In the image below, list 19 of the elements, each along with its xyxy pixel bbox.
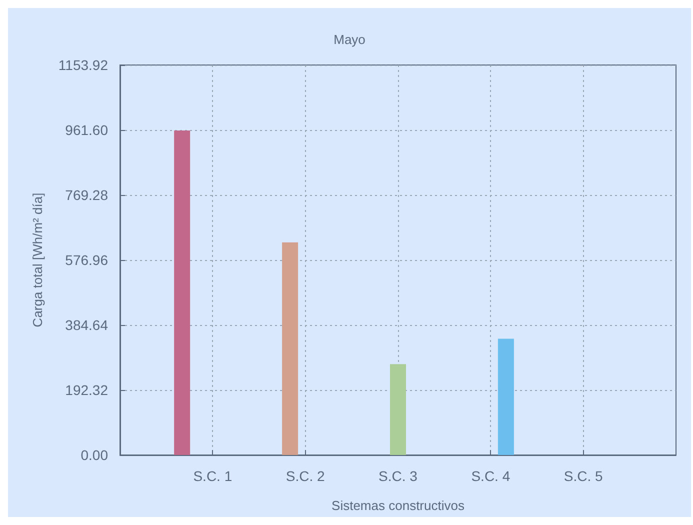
y-tick-label: 0.00 [80, 447, 108, 463]
bar [498, 338, 514, 455]
chart-title: Mayo [334, 32, 366, 47]
y-axis-title: Carga total [Wh/m² día] [30, 192, 45, 328]
bar [282, 242, 298, 455]
x-tick-label: S.C. 1 [193, 468, 232, 484]
y-tick-label: 576.96 [65, 252, 108, 268]
y-tick-label: 1153.92 [58, 57, 108, 73]
x-axis-title: Sistemas constructivos [332, 498, 465, 513]
y-tick-label: 384.64 [65, 317, 108, 333]
x-tick-label: S.C. 3 [378, 468, 418, 484]
y-tick-label: 961.60 [65, 122, 108, 138]
bar [174, 130, 190, 455]
x-tick-label: S.C. 4 [471, 468, 510, 484]
bar [390, 364, 406, 455]
y-tick-label: 192.32 [65, 382, 108, 398]
x-tick-label: S.C. 2 [286, 468, 325, 484]
y-tick-label: 769.28 [65, 187, 108, 203]
x-tick-label: S.C. 5 [564, 468, 603, 484]
